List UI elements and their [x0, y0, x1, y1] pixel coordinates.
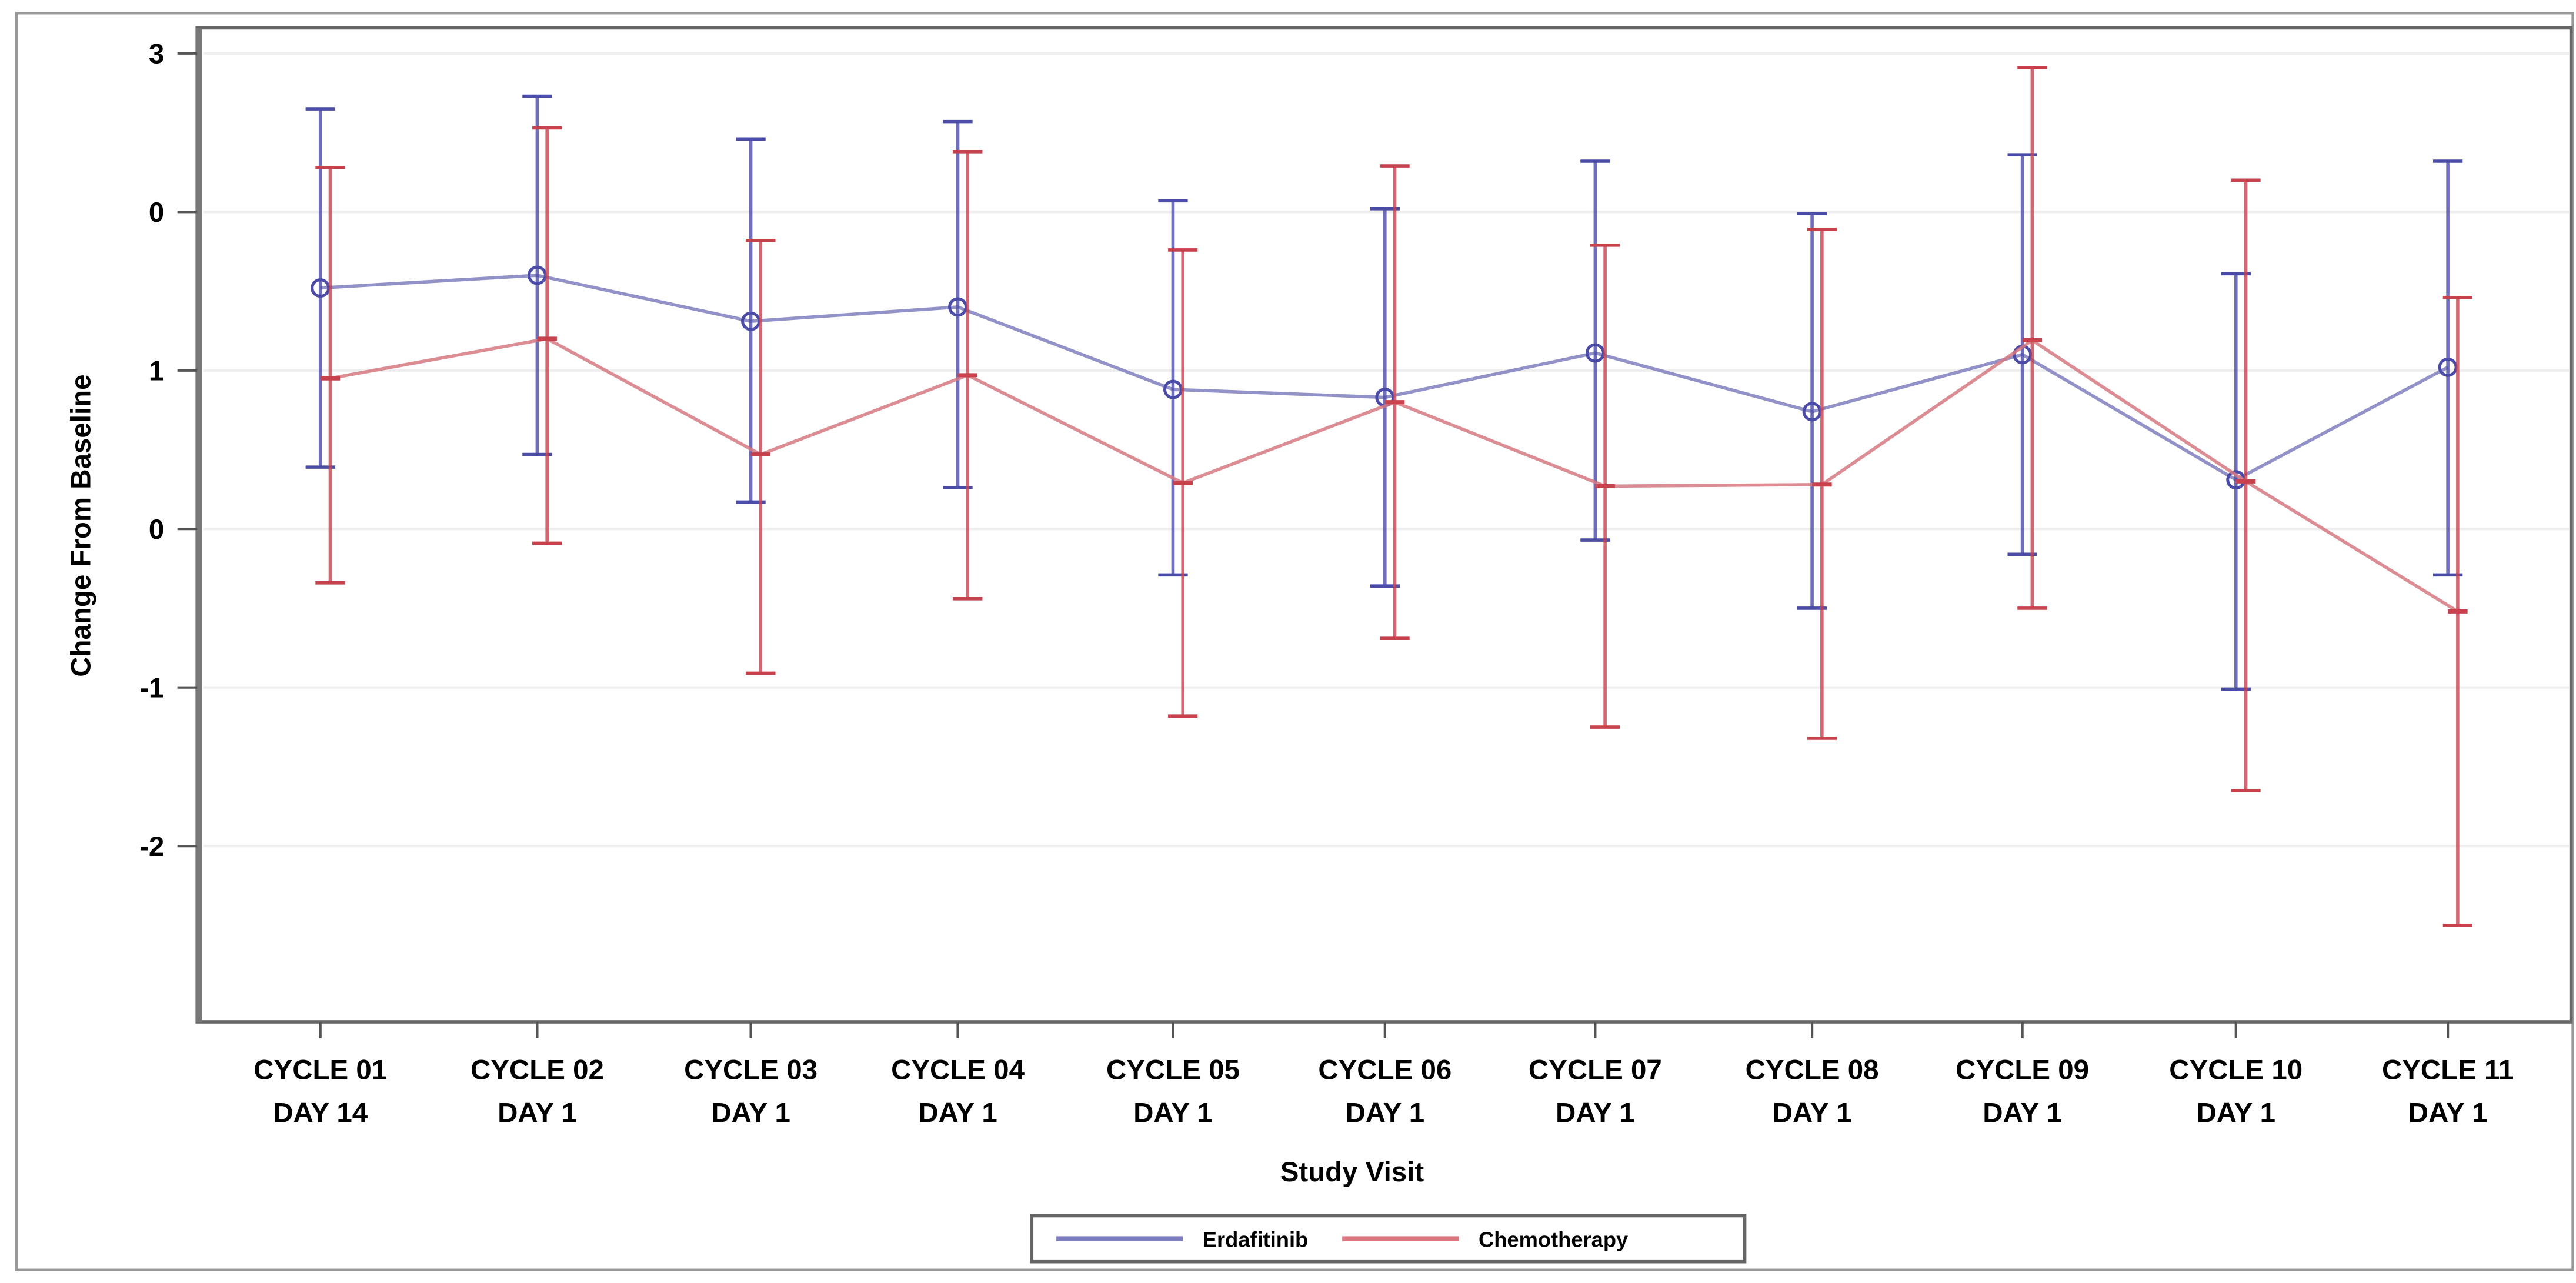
x-tick-label: DAY 1 — [2196, 1097, 2275, 1128]
x-tick-label: DAY 1 — [1773, 1097, 1852, 1128]
x-tick-label: DAY 1 — [711, 1097, 790, 1128]
x-tick-label: DAY 1 — [1345, 1097, 1424, 1128]
y-tick-label: 3 — [149, 39, 164, 70]
y-axis-ticks: 3 0 1 0 -1 -2 — [139, 39, 198, 862]
y-tick-label: 0 — [149, 197, 164, 228]
x-tick-label: CYCLE 08 — [1746, 1055, 1879, 1086]
x-tick-label: DAY 1 — [1133, 1097, 1213, 1128]
data-point — [2438, 357, 2458, 377]
x-tick-label: DAY 1 — [1983, 1097, 2062, 1128]
x-tick-label: CYCLE 01 — [253, 1055, 387, 1086]
x-tick-label: CYCLE 06 — [1318, 1055, 1451, 1086]
x-axis-ticks: CYCLE 01 DAY 14 CYCLE 02 DAY 1 CYCLE 03 DAY 1… — [253, 1021, 2514, 1128]
y-tick-label: 1 — [149, 355, 164, 386]
y-tick-label: 0 — [149, 514, 164, 545]
x-tick-label: CYCLE 09 — [1956, 1055, 2089, 1086]
x-tick-label: DAY 14 — [273, 1097, 368, 1128]
x-tick-label: CYCLE 10 — [2169, 1055, 2303, 1086]
x-tick-label: CYCLE 11 — [2382, 1055, 2514, 1086]
x-tick-label: DAY 1 — [1556, 1097, 1635, 1128]
series-group — [305, 66, 2473, 927]
legend-label-chemotherapy: Chemotherapy — [1479, 1228, 1628, 1252]
legend-label-erdafitinib: Erdafitinib — [1203, 1228, 1308, 1252]
series-chemotherapy — [315, 66, 2473, 927]
x-tick-label: CYCLE 04 — [891, 1055, 1025, 1086]
x-tick-label: DAY 1 — [498, 1097, 577, 1128]
x-tick-label: CYCLE 05 — [1106, 1055, 1240, 1086]
x-tick-label: CYCLE 03 — [684, 1055, 817, 1086]
data-point — [1585, 343, 1605, 363]
x-tick-label: DAY 1 — [2408, 1097, 2488, 1128]
y-tick-label: -2 — [139, 831, 164, 862]
x-tick-label: CYCLE 02 — [471, 1055, 604, 1086]
x-axis-label: Study Visit — [1280, 1157, 1424, 1188]
y-axis-label: Change From Baseline — [66, 374, 97, 677]
x-tick-label: CYCLE 07 — [1529, 1055, 1662, 1086]
y-tick-label: -1 — [139, 672, 164, 704]
x-tick-label: DAY 1 — [918, 1097, 997, 1128]
legend: Erdafitinib Chemotherapy — [1030, 1214, 1747, 1264]
